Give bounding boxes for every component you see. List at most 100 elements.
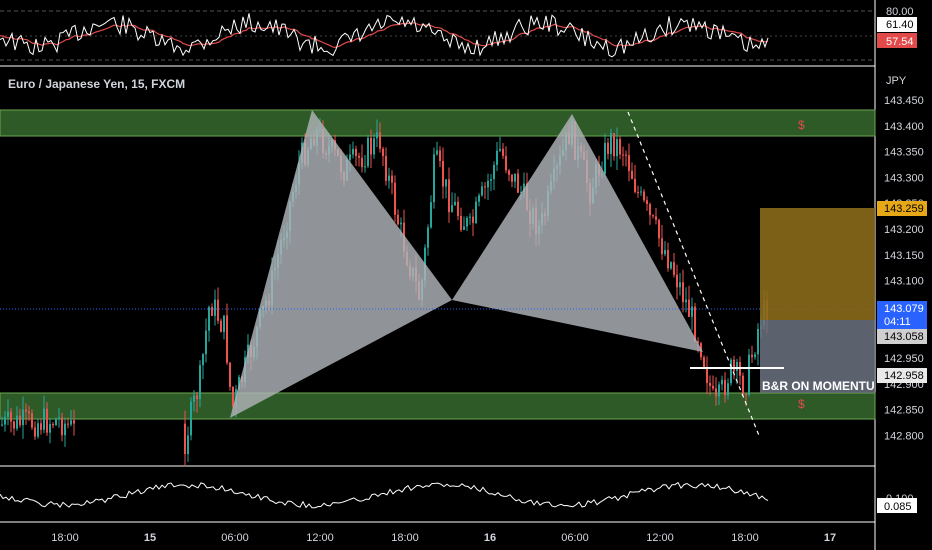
- candle-body: [667, 250, 669, 269]
- price-tick-label: 142.800: [884, 430, 924, 442]
- time-tick-label: 18:00: [731, 532, 759, 544]
- candle-body: [211, 307, 213, 316]
- candle-body: [355, 149, 357, 156]
- candle-body: [721, 379, 723, 385]
- price-tick-label: 143.400: [884, 121, 924, 133]
- candle-body: [697, 341, 699, 344]
- candle-body: [493, 164, 495, 180]
- rsi-ma-value-label: 57.54: [886, 36, 914, 48]
- trend-line[interactable]: [627, 111, 761, 439]
- candle-body: [646, 200, 648, 205]
- candle-body: [751, 354, 753, 358]
- oscillator-line: [0, 481, 769, 509]
- candle-body: [502, 148, 504, 156]
- last-price-label: 143.079: [884, 303, 924, 315]
- candle-body: [643, 191, 645, 201]
- candle-body: [616, 139, 618, 157]
- target-price-label: 143.259: [884, 203, 924, 215]
- candle-body: [604, 142, 606, 175]
- candle-body: [733, 359, 735, 371]
- candle-body: [196, 395, 198, 400]
- candle-body: [58, 417, 60, 419]
- candle-body: [190, 401, 192, 436]
- candle-body: [28, 411, 30, 414]
- symbol-title[interactable]: Euro / Japanese Yen, 15, FXCM: [8, 77, 185, 91]
- candle-body: [430, 202, 432, 228]
- candle-body: [208, 307, 210, 331]
- candle-body: [349, 154, 351, 160]
- support-zone-alert-icon[interactable]: $: [798, 397, 805, 411]
- price-tick-label: 143.450: [884, 95, 924, 107]
- position-stop-box[interactable]: [760, 320, 875, 393]
- support-zone[interactable]: [0, 392, 876, 420]
- candle-body: [466, 217, 468, 227]
- rsi-panel[interactable]: 80.00 61.40 57.54: [0, 6, 917, 61]
- candle-body: [199, 365, 201, 400]
- candle-body: [352, 149, 354, 155]
- candle-body: [508, 170, 510, 175]
- candle-body: [649, 204, 651, 216]
- candle-body: [655, 216, 657, 220]
- candle-body: [364, 166, 366, 168]
- candle-body: [694, 306, 696, 342]
- candle-body: [484, 186, 486, 188]
- oscillator-panel[interactable]: 0.100 0.085: [0, 481, 917, 513]
- pattern-triangle-xab[interactable]: [230, 110, 452, 418]
- candle-body: [433, 154, 435, 203]
- rsi-value-tag: [877, 17, 917, 32]
- price-axis[interactable]: JPY 143.450143.400143.350143.300143.2501…: [884, 75, 924, 442]
- osc-value-label: 0.085: [884, 501, 912, 513]
- candle-body: [688, 299, 690, 317]
- candle-body: [376, 132, 378, 139]
- candle-body: [445, 179, 447, 187]
- candle-body: [607, 142, 609, 154]
- candle-body: [4, 416, 6, 425]
- candle-body: [394, 182, 396, 215]
- candle-body: [487, 180, 489, 188]
- candle-body: [229, 362, 231, 387]
- rsi-line: [0, 13, 769, 58]
- candle-body: [658, 219, 660, 239]
- resistance-zone[interactable]: [0, 109, 876, 137]
- pattern-triangle-bcd[interactable]: [452, 114, 703, 352]
- last-price-tag: [877, 301, 927, 329]
- price-panel[interactable]: $ $ B&R ON MOMENTU Euro / Japanese Yen, …: [0, 77, 876, 467]
- candle-body: [451, 205, 453, 213]
- break-retest-label[interactable]: B&R ON MOMENTU: [762, 379, 875, 393]
- candle-body: [400, 222, 402, 225]
- osc-value-tag: [877, 498, 917, 513]
- rsi-value-label: 61.40: [886, 19, 914, 31]
- candle-body: [682, 282, 684, 303]
- time-tick-label: 17: [824, 532, 836, 544]
- candle-body: [715, 388, 717, 397]
- candle-body: [712, 385, 714, 389]
- position-target-box[interactable]: [760, 208, 875, 320]
- candle-body: [52, 423, 54, 426]
- candle-body: [1, 424, 3, 426]
- candle-body: [184, 423, 186, 455]
- candle-body: [475, 201, 477, 223]
- candle-body: [754, 354, 756, 358]
- candle-body: [22, 409, 24, 426]
- candle-body: [499, 148, 501, 151]
- candle-body: [37, 423, 39, 437]
- candle-body: [202, 354, 204, 366]
- candle-body: [460, 215, 462, 230]
- candle-body: [220, 320, 222, 332]
- candle-body: [25, 409, 27, 412]
- candle-body: [439, 150, 441, 161]
- candle-body: [730, 359, 732, 384]
- candle-body: [676, 274, 678, 288]
- candle-body: [691, 306, 693, 317]
- time-axis[interactable]: 18:00 15 06:00 12:00 18:00 16 06:00 12:00 18:00 1…: [51, 532, 836, 544]
- candle-body: [391, 175, 393, 183]
- price-tick-label: 143.150: [884, 250, 924, 262]
- candle-body: [679, 282, 681, 288]
- candle-body: [61, 417, 63, 436]
- candle-body: [13, 421, 15, 429]
- target-price-tag: [877, 201, 927, 216]
- resistance-zone-alert-icon[interactable]: $: [798, 118, 805, 132]
- candle-body: [634, 178, 636, 192]
- time-tick-label: 06:00: [221, 532, 249, 544]
